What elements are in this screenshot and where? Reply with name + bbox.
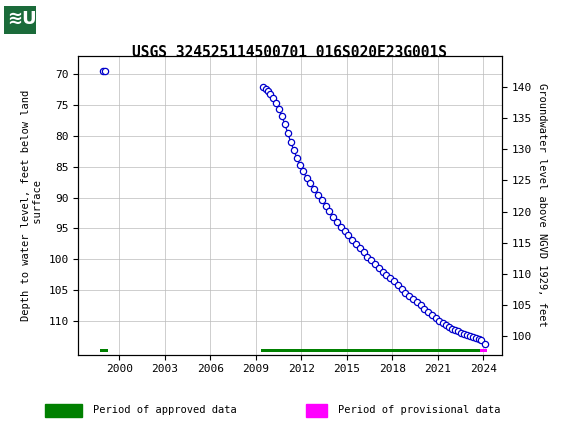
Bar	[261, 349, 480, 352]
Text: USGS 324525114500701 016S020E23G001S: USGS 324525114500701 016S020E23G001S	[132, 45, 448, 60]
Bar	[306, 404, 327, 417]
Y-axis label: Depth to water level, feet below land
 surface: Depth to water level, feet below land su…	[21, 90, 43, 321]
FancyBboxPatch shape	[4, 6, 36, 34]
Text: ≋USGS: ≋USGS	[7, 10, 78, 28]
Y-axis label: Groundwater level above NGVD 1929, feet: Groundwater level above NGVD 1929, feet	[537, 83, 547, 327]
Bar	[480, 349, 487, 352]
Text: Period of approved data: Period of approved data	[93, 405, 236, 415]
Bar	[100, 349, 108, 352]
Text: Period of provisional data: Period of provisional data	[338, 405, 501, 415]
Bar	[45, 404, 82, 417]
